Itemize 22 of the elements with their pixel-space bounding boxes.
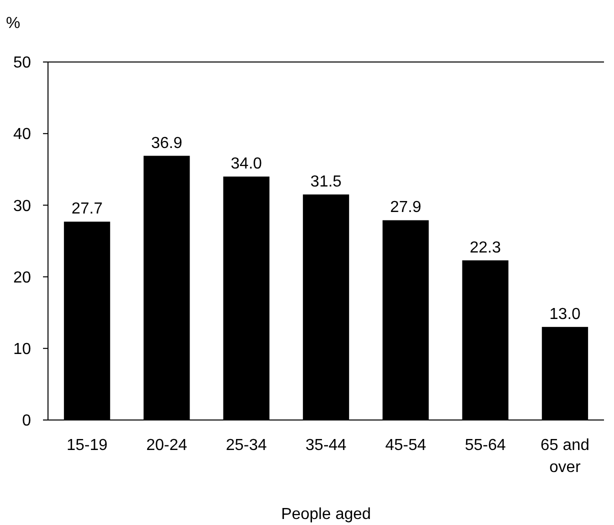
y-tick-label: 30 [13, 198, 32, 215]
y-tick-label: 20 [13, 269, 32, 286]
data-label: 22.3 [470, 239, 501, 256]
data-label: 36.9 [151, 134, 182, 152]
data-label: 13.0 [549, 306, 581, 323]
x-tick-label: 45-54 [385, 437, 426, 454]
data-label: 27.9 [390, 199, 422, 216]
y-tick-label: 50 [13, 54, 32, 72]
x-tick-label: 15-19 [66, 437, 108, 454]
data-label: 27.7 [71, 200, 103, 218]
data-label: 31.5 [310, 173, 342, 190]
y-axis-title: % [6, 15, 20, 32]
y-tick-label: 40 [13, 126, 32, 144]
x-tick-label: 20-24 [146, 437, 188, 454]
y-tick-label: 10 [13, 341, 32, 358]
x-axis-title: People aged [281, 506, 371, 523]
x-tick-label: 25-34 [226, 437, 267, 454]
x-tick-label: 35-44 [306, 437, 347, 454]
x-tick-label: 65 and over [540, 437, 590, 476]
x-tick-label: 55-64 [464, 437, 506, 454]
y-tick-label: 0 [22, 412, 32, 430]
data-label: 34.0 [230, 156, 262, 173]
